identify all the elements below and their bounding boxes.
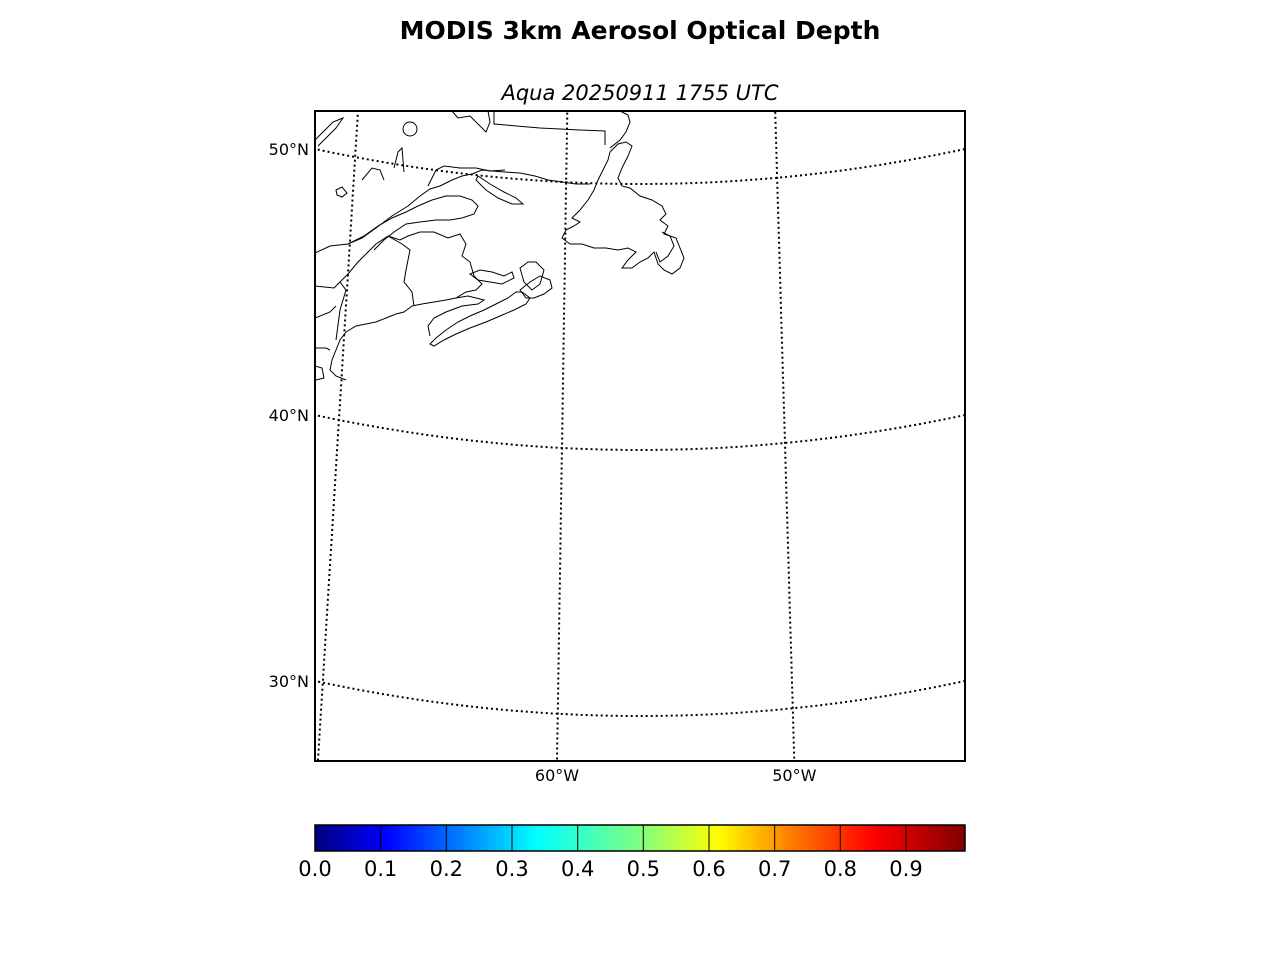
colorbar-tick-label: 0.3 — [495, 857, 528, 881]
colorbar-tick-label: 0.7 — [758, 857, 791, 881]
coastlines — [315, 111, 685, 381]
coast-new-brunswick — [387, 231, 483, 307]
colorbar-tick-label: 0.5 — [627, 857, 660, 881]
parallel-label-30n: 30°N — [269, 672, 309, 691]
figure-title: MODIS 3km Aerosol Optical Depth — [400, 16, 881, 45]
border-quebec-nb — [387, 235, 415, 307]
border-us-canada — [315, 235, 389, 289]
island-anticosti — [475, 175, 525, 205]
colorbar-tick-label: 0.2 — [430, 857, 463, 881]
colorbar-tick-label: 0.9 — [889, 857, 922, 881]
map-panel: 50°N 40°N 30°N 60°W 50°W — [269, 0, 1047, 927]
border-maine-nh — [335, 281, 347, 341]
colorbar-frame — [314, 824, 966, 852]
colorbar-tick-label: 0.1 — [364, 857, 397, 881]
colorbar-tick-label: 0.6 — [692, 857, 725, 881]
coast-top-left — [315, 116, 345, 147]
colorbar-ticks: 0.0 0.1 0.2 0.3 0.4 0.5 0.6 0.7 0.8 0.9 — [298, 825, 923, 881]
colorbar-gradient — [315, 825, 965, 851]
graticule-labels: 50°N 40°N 30°N 60°W 50°W — [269, 140, 817, 785]
parallel-50n — [315, 147, 965, 185]
coast-bay-of-fundy — [427, 295, 486, 337]
colorbar: 0.0 0.1 0.2 0.3 0.4 0.5 0.6 0.7 0.8 0.9 — [298, 824, 966, 881]
colorbar-tick-label: 0.8 — [824, 857, 857, 881]
coast-labrador — [493, 111, 606, 145]
island-magdalen — [519, 261, 545, 291]
coast-newfoundland-avalon — [655, 231, 675, 263]
border-vermont — [315, 305, 337, 319]
coast-hudson-area — [451, 111, 491, 133]
coast-new-england — [315, 347, 331, 381]
island-cape-breton — [519, 275, 553, 299]
meridian-60w — [555, 111, 569, 761]
figure-subtitle: Aqua 20250911 1755 UTC — [499, 81, 778, 105]
colorbar-tick-label: 0.0 — [298, 857, 331, 881]
map-frame — [314, 110, 966, 762]
graticule — [315, 0, 1047, 927]
parallel-label-50n: 50°N — [269, 140, 309, 159]
meridian-label-60w: 60°W — [535, 766, 579, 785]
island-newfoundland — [561, 141, 685, 275]
coast-inlet-mid — [393, 146, 405, 173]
meridian-50w — [774, 111, 796, 761]
colorbar-tick-label: 0.4 — [561, 857, 594, 881]
map-background — [315, 111, 965, 761]
meridian-40w — [968, 0, 1047, 927]
meridian-label-50w: 50°W — [772, 766, 816, 785]
coast-gaspe — [347, 195, 479, 251]
coast-labrador-east — [609, 111, 631, 149]
island-pei — [468, 269, 515, 285]
parallel-label-40n: 40°N — [269, 406, 309, 425]
meridian-70w — [316, 111, 360, 761]
island-small-left — [335, 186, 348, 198]
coast-maine — [329, 305, 413, 381]
coast-nova-scotia — [429, 291, 531, 347]
island-lake — [402, 121, 418, 137]
coast-inlet-left — [361, 167, 385, 181]
political-borders — [315, 235, 415, 341]
